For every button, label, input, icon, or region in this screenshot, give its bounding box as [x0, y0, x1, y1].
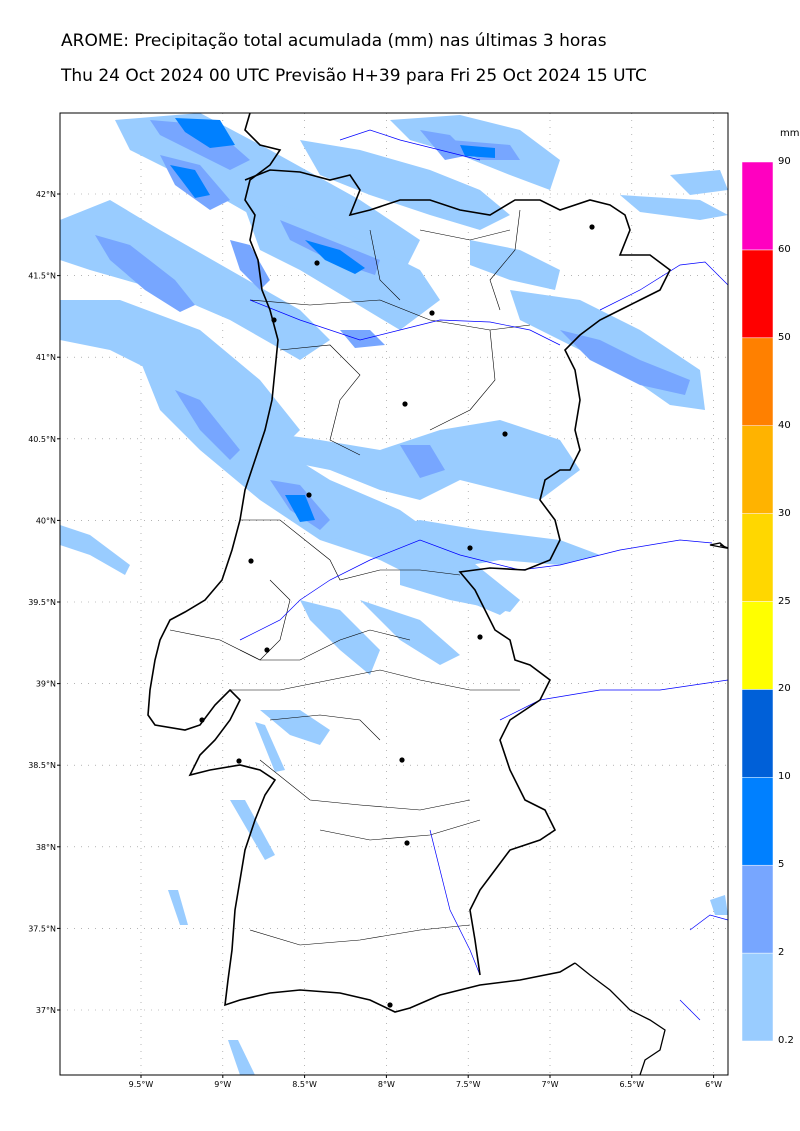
- longitude-tick-label: 9°W: [214, 1080, 231, 1089]
- longitude-tick-label: 8.5°W: [292, 1080, 317, 1089]
- colorbar-tick-label: 20: [778, 683, 791, 695]
- city-marker: [502, 431, 508, 437]
- city-marker: [306, 492, 312, 498]
- longitude-tick-label: 8°W: [378, 1080, 395, 1089]
- precip-core: [460, 145, 495, 158]
- colorbar-tick-label: 25: [778, 595, 791, 607]
- latitude-tick-label: 38°N: [36, 843, 56, 852]
- precip-band: [60, 525, 130, 575]
- colorbar-unit-label: mm: [780, 128, 800, 139]
- city-marker: [264, 647, 270, 653]
- longitude-tick-label: 7.5°W: [456, 1080, 481, 1089]
- latitude-tick-label: 38.5°N: [28, 761, 56, 770]
- colorbar-segment: [741, 425, 774, 514]
- city-marker: [477, 634, 483, 640]
- map-frame: [59, 112, 729, 1076]
- precip-band: [168, 890, 188, 925]
- precip-band: [260, 710, 330, 745]
- city-marker: [236, 758, 242, 764]
- precip-band: [470, 240, 560, 290]
- precip-core: [175, 118, 235, 148]
- city-marker: [314, 260, 320, 266]
- rivers: [239, 129, 728, 1021]
- latitude-tick-label: 42°N: [36, 190, 56, 199]
- precip-band: [95, 235, 195, 312]
- city-markers: [199, 224, 595, 1008]
- precip-band: [360, 600, 460, 665]
- city-marker: [248, 558, 254, 564]
- precip-band: [150, 120, 250, 170]
- latitude-tick-label: 39°N: [36, 680, 56, 689]
- city-marker: [404, 840, 410, 846]
- colorbar-tick-label: 2: [778, 947, 785, 959]
- latitude-tick-label: 37°N: [36, 1006, 56, 1015]
- latitude-tick-label: 37.5°N: [28, 924, 56, 933]
- latitude-tick-label: 39.5°N: [28, 598, 56, 607]
- longitude-tick-label: 6°W: [705, 1080, 722, 1089]
- longitude-tick-label: 6.5°W: [619, 1080, 644, 1089]
- colorbar-segment: [741, 777, 774, 866]
- precip-band: [340, 330, 385, 348]
- latitude-tick-label: 40°N: [36, 516, 56, 525]
- precip-heavy-layer: [170, 118, 495, 522]
- precip-band: [175, 390, 240, 460]
- colorbar-segment: [741, 952, 774, 1042]
- colorbar-segment: [741, 864, 774, 954]
- colorbar-tick-label: 60: [778, 243, 791, 255]
- colorbar-segment: [741, 249, 774, 339]
- precip-band: [560, 330, 690, 395]
- colorbar-tick-label: 5: [778, 859, 785, 871]
- precip-band: [670, 170, 728, 195]
- city-marker: [199, 717, 205, 723]
- map-subtitle: Thu 24 Oct 2024 00 UTC Previsão H+39 par…: [61, 66, 647, 86]
- colorbar-tick-label: 90: [778, 156, 791, 167]
- colorbar-segment: [741, 161, 774, 251]
- precip-core: [305, 240, 365, 274]
- coastline-east: [574, 542, 728, 1075]
- latitude-tick-label: 41°N: [36, 353, 56, 362]
- precip-band: [400, 560, 520, 612]
- precip-band: [300, 600, 380, 675]
- colorbar-tick-label: 10: [778, 771, 791, 783]
- longitude-tick-label: 7°W: [542, 1080, 559, 1089]
- colorbar-segment: [741, 601, 774, 690]
- precip-band: [620, 195, 728, 220]
- precip-band: [710, 895, 728, 915]
- axis-labels: 42°N 41.5°N 41°N 40.5°N 40°N 39.5°N 39°N 38.5°N…: [28, 190, 722, 1089]
- colorbar-segment: [741, 513, 774, 602]
- longitude-tick-label: 9.5°W: [129, 1080, 154, 1089]
- latitude-tick-label: 40.5°N: [28, 435, 56, 444]
- city-marker: [399, 757, 405, 763]
- colorbar-segment: [741, 689, 774, 778]
- precip-band: [330, 520, 600, 570]
- city-marker: [402, 401, 408, 407]
- latitude-tick-label: 41.5°N: [28, 272, 56, 281]
- precip-core: [170, 165, 210, 198]
- precip-band: [60, 200, 330, 360]
- city-marker: [589, 224, 595, 230]
- colorbar-segment: [741, 337, 774, 426]
- coastline: [147, 113, 672, 1013]
- city-marker: [271, 317, 277, 323]
- city-marker: [429, 310, 435, 316]
- precip-core: [285, 495, 315, 522]
- colorbar-tick-label: 30: [778, 507, 791, 519]
- colorbar: [741, 161, 774, 1042]
- map-title: AROME: Precipitação total acumulada (mm)…: [61, 31, 607, 51]
- district-boundaries: [169, 209, 531, 946]
- city-marker: [467, 545, 473, 551]
- precip-band: [255, 722, 285, 772]
- colorbar-tick-label: 50: [778, 331, 791, 343]
- precip-band: [400, 445, 445, 478]
- city-marker: [387, 1002, 393, 1008]
- precip-band: [300, 140, 510, 230]
- precip-band: [228, 1040, 255, 1075]
- colorbar-tick-label: 0.2: [778, 1035, 794, 1046]
- precip-band: [420, 130, 470, 160]
- colorbar-tick-label: 40: [778, 419, 791, 431]
